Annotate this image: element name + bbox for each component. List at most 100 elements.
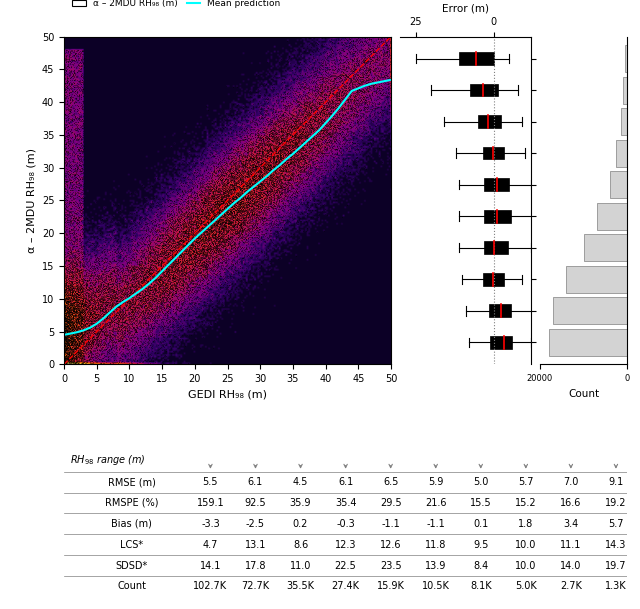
Point bbox=[358, 91, 369, 101]
Point bbox=[223, 210, 233, 220]
Point bbox=[189, 231, 200, 241]
Point bbox=[68, 333, 78, 343]
Point bbox=[74, 329, 84, 339]
Point bbox=[259, 78, 269, 88]
Point bbox=[360, 91, 371, 101]
Point bbox=[214, 226, 224, 236]
Point bbox=[164, 291, 175, 301]
Point bbox=[105, 292, 115, 301]
Point bbox=[184, 227, 194, 236]
Point bbox=[66, 54, 76, 63]
Point bbox=[235, 185, 245, 195]
Point bbox=[124, 262, 134, 272]
Point bbox=[76, 208, 86, 218]
Point bbox=[112, 284, 122, 294]
Point bbox=[282, 144, 292, 153]
Point bbox=[143, 304, 154, 314]
Point bbox=[214, 203, 225, 213]
Point bbox=[244, 107, 254, 117]
Point bbox=[221, 243, 231, 253]
Point bbox=[191, 168, 202, 178]
Point bbox=[73, 203, 83, 213]
Point bbox=[292, 114, 303, 124]
Point bbox=[77, 343, 87, 353]
Point bbox=[273, 134, 283, 144]
Point bbox=[81, 283, 92, 293]
Point bbox=[386, 39, 396, 49]
Point bbox=[61, 76, 72, 85]
Point bbox=[344, 32, 355, 41]
Point bbox=[326, 132, 336, 142]
Point bbox=[130, 205, 140, 215]
Point bbox=[152, 246, 162, 256]
Point bbox=[234, 203, 244, 213]
Point bbox=[243, 212, 253, 222]
Point bbox=[129, 333, 140, 342]
Point bbox=[71, 354, 81, 364]
Point bbox=[61, 336, 72, 345]
Point bbox=[191, 172, 201, 181]
Point bbox=[66, 333, 76, 342]
Point bbox=[67, 138, 77, 148]
Point bbox=[216, 220, 226, 230]
Point bbox=[192, 248, 202, 258]
Point bbox=[88, 359, 99, 369]
Point bbox=[122, 258, 132, 268]
Point bbox=[284, 164, 294, 174]
Point bbox=[62, 359, 72, 369]
Point bbox=[228, 230, 238, 239]
Point bbox=[60, 174, 70, 184]
Point bbox=[220, 199, 230, 209]
Point bbox=[141, 279, 152, 289]
Point bbox=[212, 186, 222, 195]
Point bbox=[376, 72, 386, 82]
Point bbox=[93, 299, 103, 309]
Point bbox=[59, 314, 69, 324]
Point bbox=[67, 280, 77, 289]
Point bbox=[378, 86, 388, 96]
Point bbox=[100, 304, 110, 314]
Point bbox=[386, 88, 396, 97]
Point bbox=[328, 101, 339, 111]
Point bbox=[202, 230, 212, 239]
Point bbox=[270, 138, 280, 148]
Point bbox=[296, 183, 307, 193]
Point bbox=[339, 57, 349, 67]
Point bbox=[83, 337, 93, 347]
Point bbox=[275, 162, 285, 172]
Point bbox=[115, 308, 125, 317]
Point bbox=[140, 267, 150, 277]
Point bbox=[339, 129, 349, 139]
Point bbox=[134, 288, 145, 298]
Point bbox=[88, 359, 98, 369]
Point bbox=[168, 275, 178, 284]
Point bbox=[161, 226, 171, 236]
Point bbox=[227, 189, 237, 199]
Point bbox=[325, 119, 335, 128]
Point bbox=[192, 216, 202, 225]
Point bbox=[260, 139, 271, 149]
Point bbox=[179, 296, 189, 306]
Point bbox=[67, 51, 77, 61]
Point bbox=[70, 46, 81, 56]
Point bbox=[65, 329, 76, 339]
Point bbox=[219, 263, 229, 273]
Point bbox=[172, 281, 182, 290]
Point bbox=[120, 321, 131, 331]
Point bbox=[164, 258, 175, 268]
Point bbox=[284, 175, 294, 185]
Point bbox=[210, 274, 220, 284]
Point bbox=[284, 142, 294, 152]
Point bbox=[90, 359, 100, 369]
Point bbox=[72, 359, 83, 369]
Point bbox=[264, 161, 274, 171]
Point bbox=[74, 345, 84, 355]
Point bbox=[320, 150, 330, 160]
Point bbox=[207, 216, 218, 225]
Point bbox=[132, 307, 142, 317]
Point bbox=[230, 217, 240, 227]
Point bbox=[319, 55, 330, 65]
Point bbox=[225, 280, 236, 290]
Point bbox=[77, 249, 87, 259]
Point bbox=[338, 118, 348, 127]
